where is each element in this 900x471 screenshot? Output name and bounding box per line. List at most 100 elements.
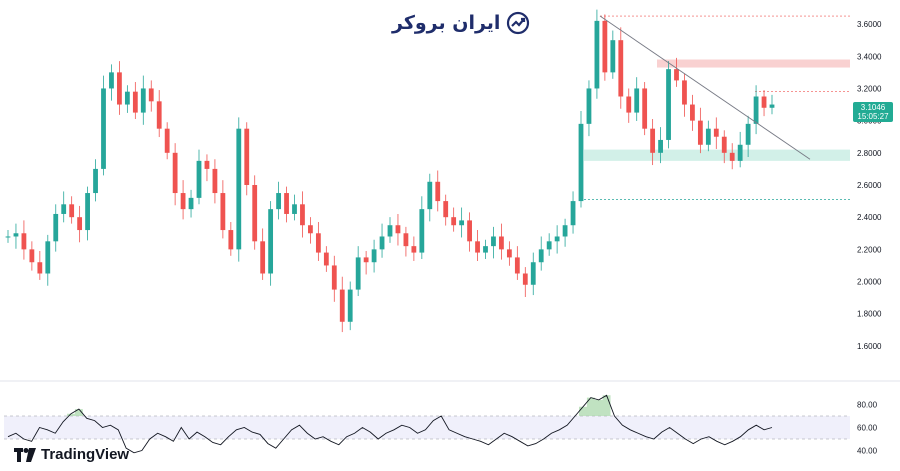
candle-body [745,123,751,145]
candle-body [140,88,146,113]
candle-body [483,246,488,253]
candle-body [411,246,417,253]
candle-body [124,91,130,105]
candle-body [132,91,138,113]
candle-body [156,101,162,129]
candle-body [53,213,59,242]
candle-body [459,220,465,226]
brand-logo: ایران بروکر [392,11,530,35]
candle-body [387,225,393,237]
brand-name: ایران بروکر [392,12,501,34]
rsi-tick-label: 60.00 [857,424,878,433]
candle-body [682,80,687,105]
candle-body [419,209,425,253]
candle-body [538,249,544,263]
candle-body [721,136,727,153]
candle-body [188,197,194,210]
candle-body [395,225,401,234]
candle-body [5,236,11,238]
candle-body [196,160,202,198]
candle-body [769,104,775,108]
candle-body [371,249,377,263]
candle-body [618,40,624,97]
candle-body [602,20,608,73]
price-tick-label: 3.4000 [857,52,882,61]
candle-body [674,69,679,81]
candle-body [308,225,313,234]
trendline [599,15,811,160]
candle-body [666,69,671,140]
price-tick-label: 1.6000 [857,342,882,351]
price-tick-label: 2.4000 [857,213,882,222]
candle-body [228,230,234,250]
rsi-tick-label: 40.00 [857,447,878,456]
candle-body [276,193,281,210]
candle-body [586,88,592,124]
candle-body [164,128,170,153]
candle-body [180,193,186,210]
candle-body [427,181,433,210]
candle-body [467,220,472,242]
candle-body [331,265,337,290]
candle-body [85,193,90,231]
candle-body [546,241,552,250]
candle-body [530,262,536,285]
candle-body [610,40,616,73]
candle-body [300,204,305,226]
candle-body [570,201,576,226]
candle-body [260,241,266,274]
price-tick-label: 2.2000 [857,245,882,254]
candle-body [244,128,250,185]
candle-body [21,233,27,250]
candle-body [443,201,449,218]
candle-body [737,144,743,161]
price-tick-label: 3.6000 [857,20,882,29]
tradingview-watermark: TradingView [14,446,129,463]
tradingview-text: TradingView [41,446,130,463]
candle-body [650,128,656,153]
price-tick-label: 2.0000 [857,278,882,287]
candle-body [761,96,767,108]
candle-body [451,217,457,226]
candle-body [475,241,480,253]
candle-body [45,241,51,274]
candle-body [690,104,695,121]
candle-body [236,128,242,250]
candle-body [323,252,329,266]
candle-body [339,289,345,322]
candle-body [753,96,759,124]
candle-body [435,181,441,202]
candle-body [514,257,520,274]
candle-body [204,160,210,169]
candle-body [315,233,321,253]
candle-body [284,193,289,214]
candle-body [101,88,106,169]
candle-body [697,120,703,145]
chart-arrow-icon [507,11,530,35]
candle-body [626,96,632,113]
candle-body [69,204,75,218]
rsi-line [7,394,773,454]
candle-body [148,88,154,102]
candle-body [37,262,43,274]
candle-body [578,123,584,202]
resistance-zone [657,59,850,68]
candle-body [212,168,218,194]
candles-group [5,9,775,333]
candle-body [522,273,528,285]
candle-body [594,20,600,89]
candle-body [117,72,122,105]
last-price-badge: 3.1046 15:05:27 [853,102,893,122]
price-tick-label: 2.6000 [857,181,882,190]
last-price: 3.1046 [860,103,886,112]
candle-body [29,249,35,263]
candle-body [13,233,19,237]
bar-countdown: 15:05:27 [857,112,889,121]
rsi-overbought-fill [67,395,611,416]
candle-body [93,168,98,194]
candle-body [61,204,67,214]
candle-body [172,152,178,194]
candle-body [506,249,512,258]
rsi-tick-label: 80.00 [857,401,878,410]
